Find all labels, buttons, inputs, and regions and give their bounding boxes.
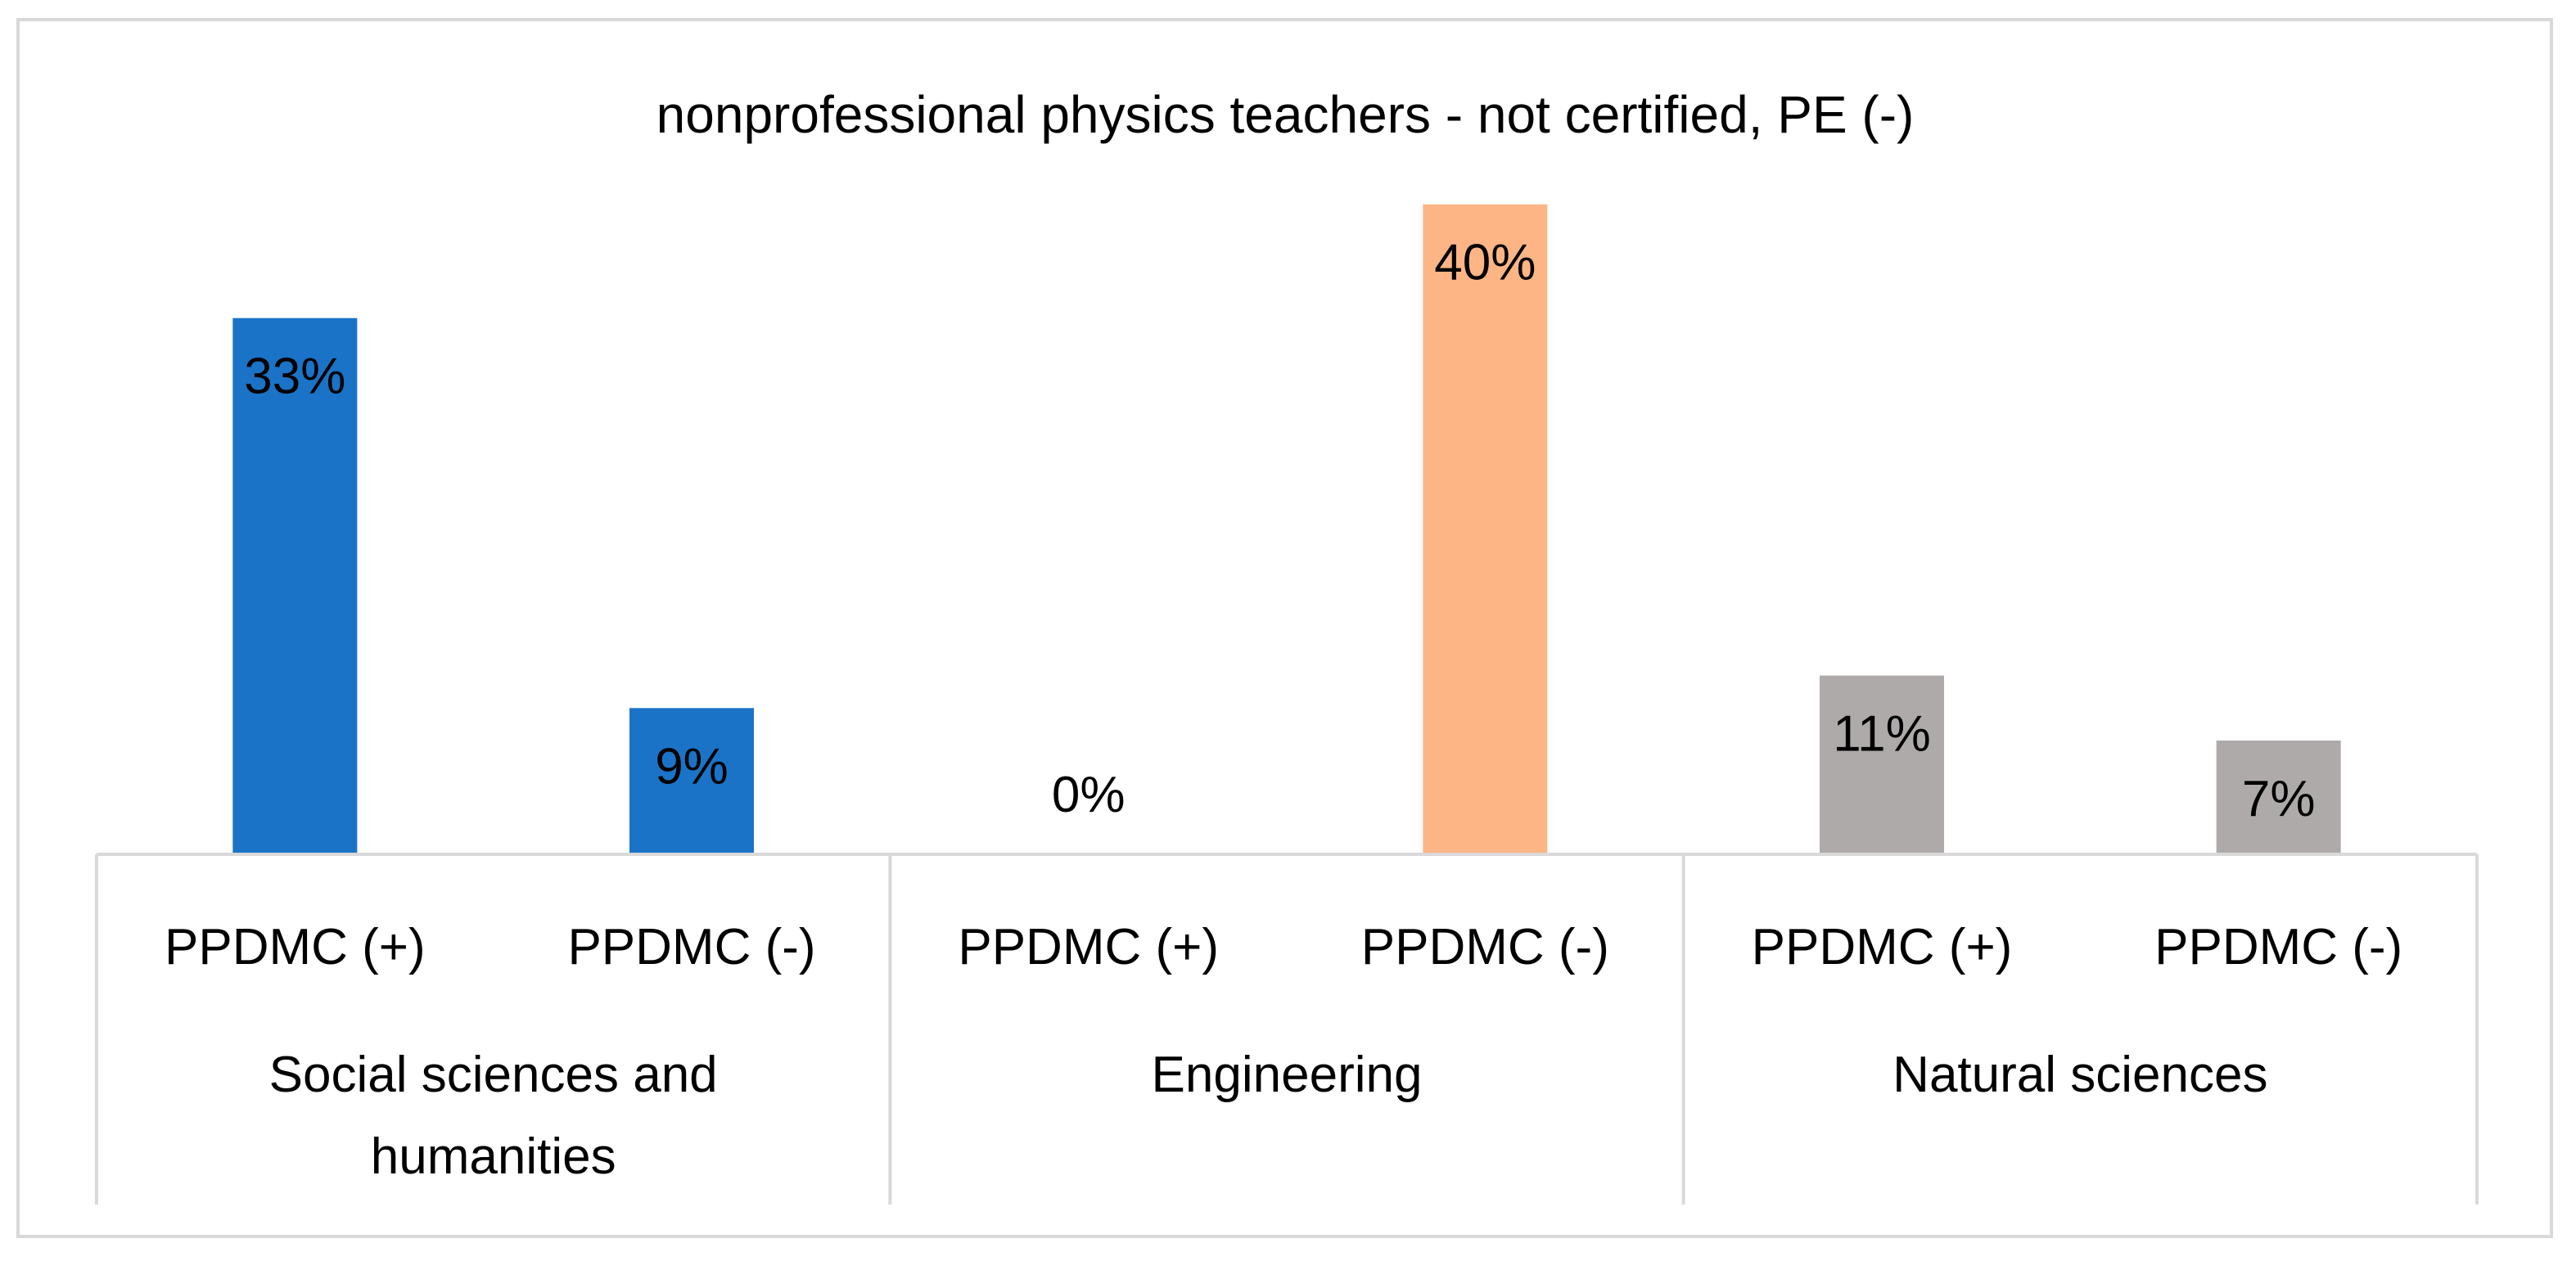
data-label: 7% <box>2242 771 2316 827</box>
data-label: 0% <box>1052 767 1126 823</box>
category-label: PPDMC (+) <box>1752 919 2013 975</box>
group-label: Natural sciences <box>1893 1047 2267 1103</box>
data-label: 11% <box>1833 706 1931 763</box>
group-label: Engineering <box>1152 1047 1423 1103</box>
chart-frame <box>16 18 2553 1238</box>
bar <box>629 708 754 854</box>
bar <box>2216 741 2341 854</box>
bars-layer: 33% 9% 0% 40% 11% 7% <box>232 204 2341 854</box>
category-label: PPDMC (+) <box>958 919 1219 975</box>
data-label: 40% <box>1434 235 1536 291</box>
bar <box>232 318 358 854</box>
category-label: PPDMC (-) <box>2154 919 2402 975</box>
data-label: 9% <box>655 738 729 795</box>
bar <box>1820 675 1944 854</box>
category-label: PPDMC (-) <box>1361 919 1609 975</box>
group-label: humanities <box>371 1128 616 1185</box>
chart-title: nonprofessional physics teachers - not c… <box>656 85 1915 144</box>
bar <box>1423 204 1548 854</box>
category-label: PPDMC (+) <box>165 919 426 975</box>
category-label: PPDMC (-) <box>567 919 815 975</box>
group-label: Social sciences and <box>269 1047 718 1103</box>
data-label: 33% <box>244 349 345 405</box>
category-axis: PPDMC (+) PPDMC (-) Social sciences and hum… <box>95 853 2479 1205</box>
